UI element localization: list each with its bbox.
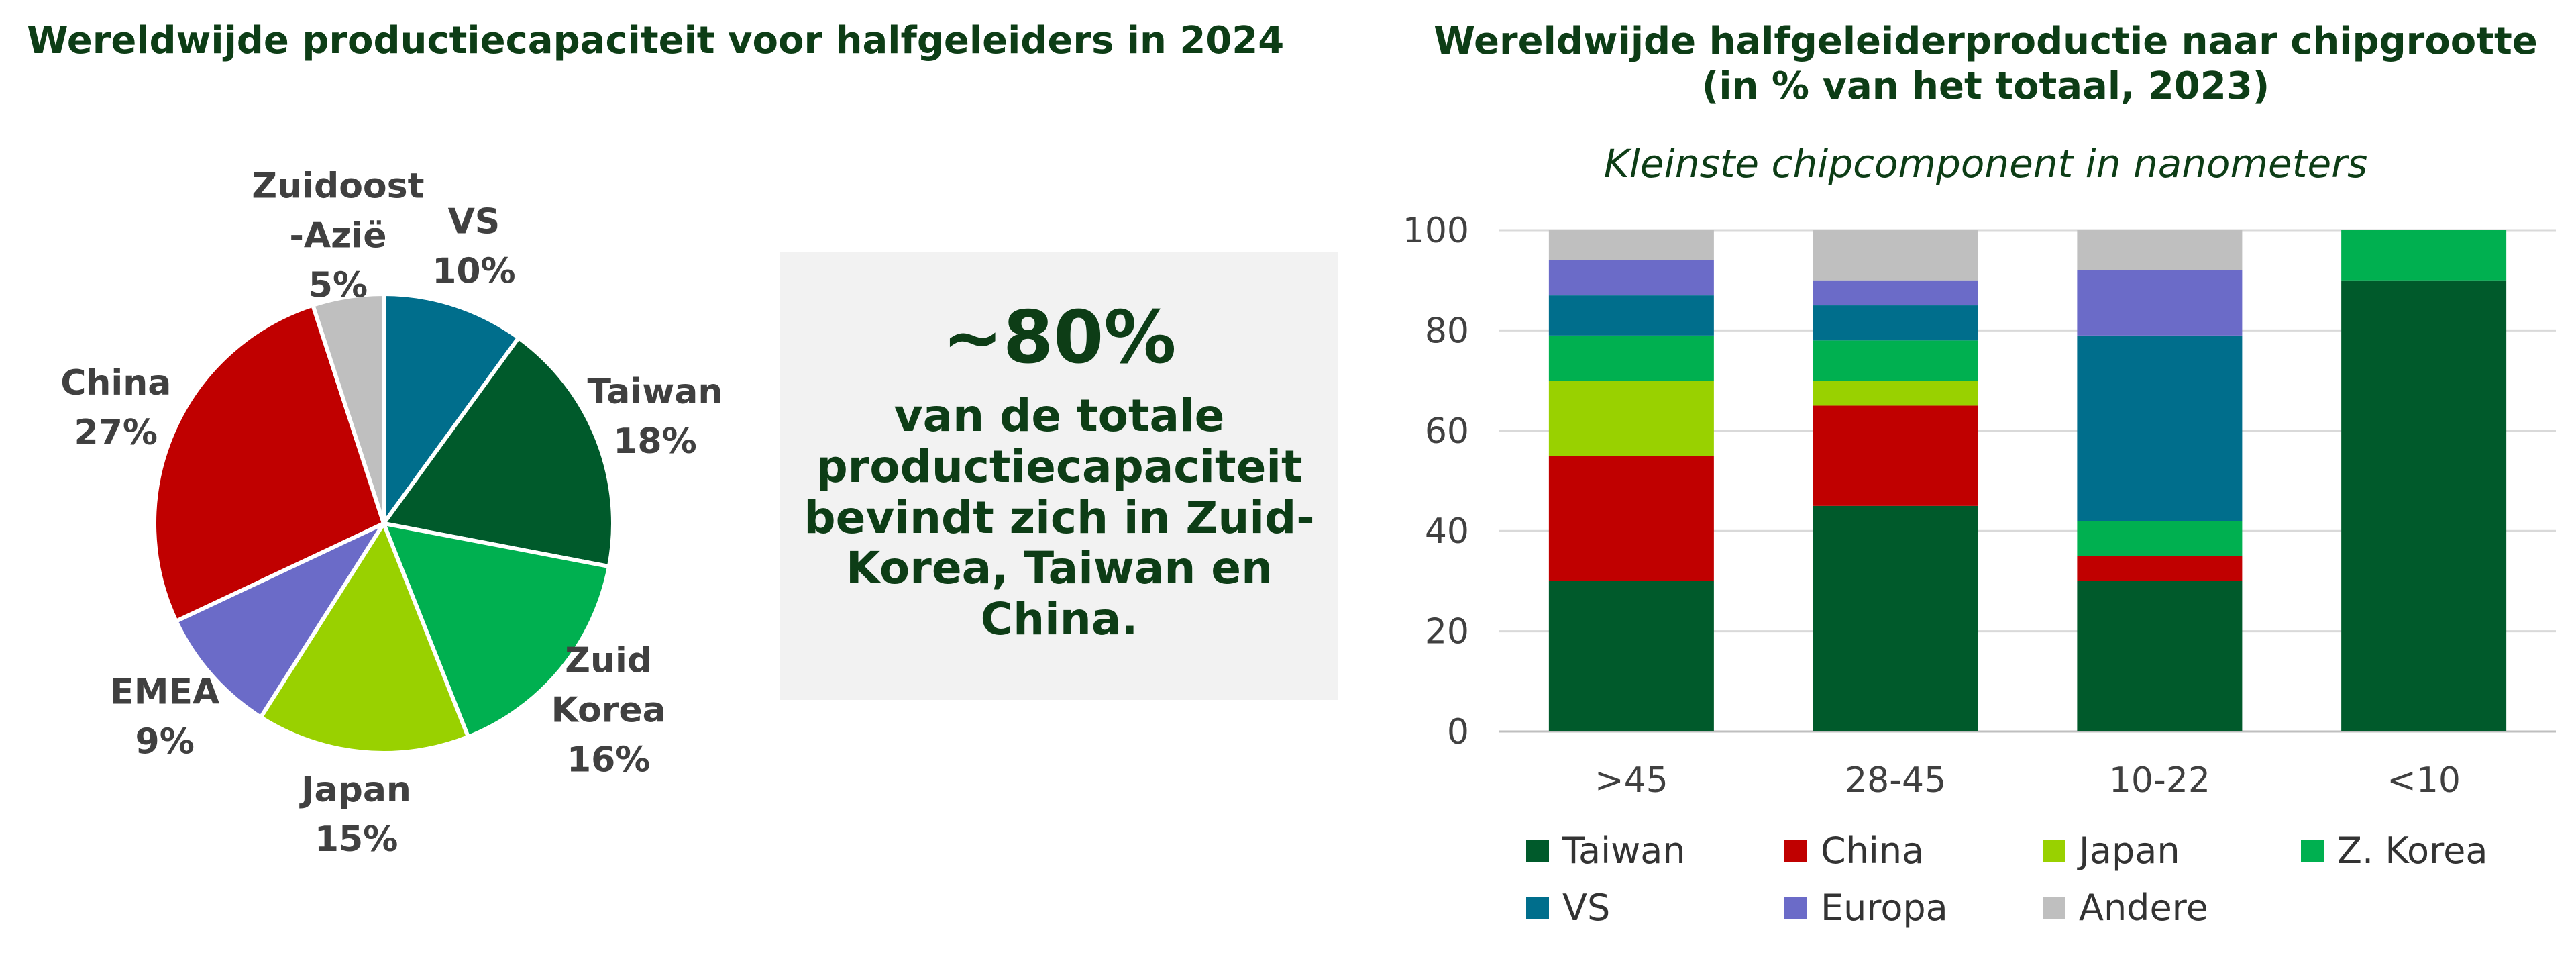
bar-segment-taiwan-3 [2077,581,2243,731]
pie-slice-china [152,302,386,624]
legend-swatch [1526,839,1549,862]
pie-label-china: China 27% [60,363,171,453]
pie-slice-taiwan [380,335,615,569]
bar-segment-taiwan-2 [1813,505,1978,731]
bar-segment-z-korea-3 [2077,521,2243,556]
legend-label: Z. Korea [2337,829,2488,872]
bar-segment-vs-2 [1813,305,1978,341]
legend-label: Europa [1821,887,1948,929]
pie-slice-zuid-korea [380,521,612,740]
pie-slice-vs [382,291,522,530]
legend-swatch [1526,896,1549,919]
legend-item-china: China [1784,829,2043,872]
bar-segment-z-korea-4 [2341,230,2507,281]
callout-box: ~80% van de totale productiecapaciteit b… [780,252,1338,700]
bar-segment-andere-3 [2077,230,2243,270]
legend-label: Japan [2079,829,2180,872]
legend-label: China [1821,829,1925,872]
bar-chart-subtitle: Kleinste chipcomponent in nanometers [1603,141,2368,187]
bar-segment-japan-2 [1813,381,1978,406]
bar-segment-taiwan-4 [2341,280,2507,731]
pie-label-japan: Japan 15% [299,770,411,860]
x-tick-label: >45 [1595,760,1668,801]
legend-label: Taiwan [1562,829,1686,872]
x-tick-label: 10-22 [2109,760,2210,801]
bar-segment-z-korea-1 [1548,335,1714,381]
legend-item-taiwan: Taiwan [1526,829,1784,872]
legend-swatch [2043,839,2065,862]
pie-slice-japan [258,519,471,755]
legend-swatch [1784,839,1807,862]
bar-segment-china-2 [1813,405,1978,506]
legend-item-z-korea: Z. Korea [2301,829,2559,872]
bar-segment-vs-3 [2077,335,2243,521]
bar-segment-china-1 [1548,456,1714,581]
y-tick-label: 0 [1447,712,1469,752]
legend-swatch [2043,896,2065,919]
pie-label-emea: EMEA 9% [110,672,219,762]
x-tick-label: <10 [2387,760,2461,801]
legend-item-andere: Andere [2043,887,2301,929]
bar-segment-japan-1 [1548,381,1714,456]
bar-segment-taiwan-1 [1548,581,1714,731]
y-tick-label: 60 [1425,411,1469,452]
bar-chart-legend: Taiwan China Japan Z. Korea VS Europa Andere [1526,829,2559,929]
bar-segment-europa-3 [2077,270,2243,336]
legend-item-europa: Europa [1784,887,2043,929]
y-tick-label: 80 [1425,311,1469,351]
legend-swatch [1784,896,1807,919]
legend-swatch [2301,839,2324,862]
pie-label-zuidoost-azi: Zuidoost -Azië 5% [252,166,424,305]
legend-label: VS [1562,887,1611,929]
bar-segment-andere-2 [1813,230,1978,281]
pie-label-vs: VS 10% [432,201,515,291]
pie-slice-emea [173,518,390,720]
y-tick-label: 100 [1403,211,1469,251]
pie-label-taiwan: Taiwan 18% [588,372,723,462]
legend-label: Andere [2079,887,2208,929]
y-tick-label: 20 [1425,612,1469,652]
legend-item-japan: Japan [2043,829,2301,872]
bar-segment-andere-1 [1548,230,1714,260]
pie-label-zuid-korea: Zuid Korea 16% [551,640,666,780]
bar-segment-vs-1 [1548,295,1714,336]
y-tick-label: 40 [1425,511,1469,552]
callout-percentage: ~80% [942,296,1177,380]
bar-segment-europa-1 [1548,260,1714,296]
callout-text: van de totale productiecapaciteit bevind… [804,389,1315,646]
x-tick-label: 28-45 [1845,760,1946,801]
bar-segment-china-3 [2077,556,2243,581]
pie-chart-title: Wereldwijde productiecapaciteit voor hal… [27,19,1285,62]
bar-chart-title: Wereldwijde halfgeleiderproductie naar c… [1434,19,2538,109]
bar-segment-europa-2 [1813,280,1978,306]
legend-item-vs: VS [1526,887,1784,929]
pie-chart: VS 10% Taiwan 18% Zuid Korea 16% Japan 15% EMEA 9%… [60,166,723,860]
bar-segment-z-korea-2 [1813,340,1978,381]
pie-slice-zuidoost-azi [310,291,386,524]
